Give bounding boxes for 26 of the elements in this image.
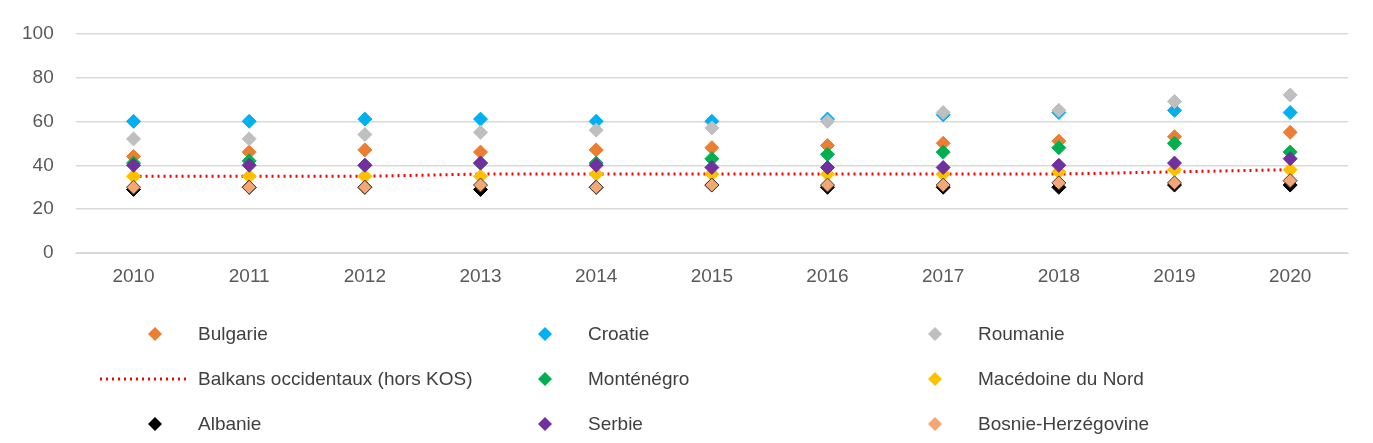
x-tick-label: 2018 bbox=[1037, 264, 1080, 286]
legend-label: Balkans occidentaux (hors KOS) bbox=[198, 368, 473, 390]
legend-label: Serbie bbox=[588, 413, 643, 435]
y-tick-label: 80 bbox=[32, 65, 54, 87]
y-tick-label: 20 bbox=[32, 197, 54, 219]
legend-label: Bosnie-Herzégovine bbox=[978, 413, 1150, 435]
legend-label: Bulgarie bbox=[198, 323, 268, 345]
y-tick-label: 60 bbox=[32, 109, 54, 131]
y-tick-label: 0 bbox=[43, 241, 54, 263]
x-tick-label: 2017 bbox=[922, 264, 965, 286]
legend-label: Monténégro bbox=[588, 368, 690, 390]
x-tick-label: 2013 bbox=[459, 264, 502, 286]
y-tick-label: 40 bbox=[32, 153, 54, 175]
legend-label: Albanie bbox=[198, 413, 262, 435]
x-tick-label: 2012 bbox=[343, 264, 386, 286]
x-tick-label: 2014 bbox=[575, 264, 618, 286]
x-tick-label: 2016 bbox=[806, 264, 849, 286]
x-tick-label: 2019 bbox=[1153, 264, 1196, 286]
legend-label: Croatie bbox=[588, 323, 650, 345]
x-tick-label: 2010 bbox=[112, 264, 155, 286]
x-tick-label: 2011 bbox=[228, 264, 270, 286]
y-tick-label: 100 bbox=[22, 21, 54, 43]
legend-label: Macédoine du Nord bbox=[978, 368, 1144, 390]
legend-label: Roumanie bbox=[978, 323, 1065, 345]
x-tick-label: 2015 bbox=[690, 264, 733, 286]
x-tick-label: 2020 bbox=[1269, 264, 1312, 286]
